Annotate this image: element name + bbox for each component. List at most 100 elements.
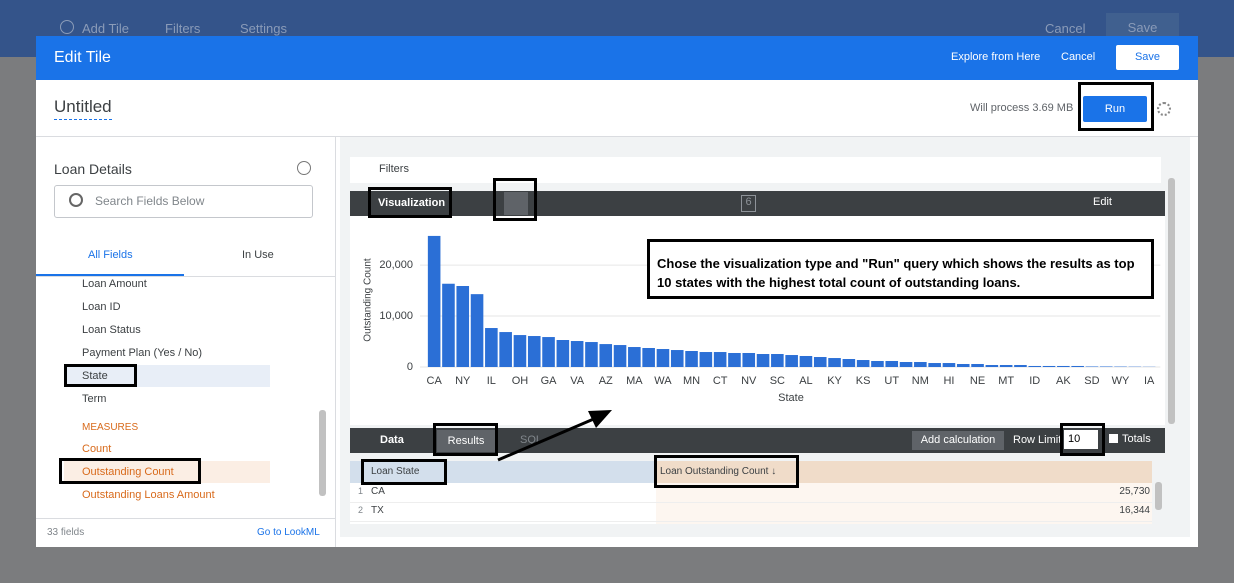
tab[interactable]: In Use [242, 249, 274, 261]
bar [656, 349, 670, 367]
bar [685, 351, 698, 367]
bar [470, 294, 484, 367]
viz-selected[interactable] [504, 192, 528, 215]
filters-row [350, 157, 1161, 183]
filters[interactable]: Filters [165, 21, 201, 36]
y-tick-label: 10,000 [379, 310, 413, 322]
column-bg [656, 483, 1152, 524]
field[interactable]: Outstanding Count [82, 466, 174, 478]
bar [599, 344, 613, 367]
icon [60, 20, 74, 34]
x-tick-label: KS [856, 375, 871, 387]
bar [842, 359, 856, 367]
bar [570, 341, 584, 367]
bar [999, 365, 1013, 367]
process-size: Will process 3.69 MB [970, 102, 1074, 114]
scrollbar [1155, 482, 1162, 510]
field[interactable]: Payment Plan (Yes / No) [82, 347, 203, 359]
bar [828, 358, 841, 367]
add-calculation[interactable]: Add calculation [912, 431, 1004, 450]
x-tick-label: MA [626, 375, 643, 387]
column-title[interactable]: Loan Outstanding Count ↓ [660, 466, 777, 477]
bar [914, 362, 927, 367]
viz-label[interactable]: Visualization [378, 197, 446, 209]
save-button[interactable]: Save [1116, 45, 1179, 70]
cell: 25,730 [1119, 486, 1150, 497]
bar [1028, 365, 1042, 367]
bar [556, 340, 570, 367]
measures-label: MEASURES [82, 422, 139, 433]
bar [527, 336, 541, 367]
field[interactable]: State [82, 370, 108, 382]
bar [771, 354, 784, 367]
bar [785, 355, 798, 367]
collapse[interactable] [297, 161, 311, 175]
x-tick-label: NY [455, 375, 471, 387]
settings[interactable]: Settings [240, 21, 287, 36]
column-title[interactable]: Loan State [371, 466, 420, 477]
bar [1057, 365, 1070, 367]
x-tick-label: IL [487, 375, 496, 387]
annotation: Chose the visualization type and "Run" q… [647, 239, 1154, 299]
bar [613, 345, 627, 367]
tab[interactable]: All Fields [88, 249, 133, 261]
row-line [350, 521, 1152, 522]
lookml-link[interactable]: Go to LookML [257, 527, 320, 538]
bar [699, 352, 713, 367]
row-limit-input[interactable]: 10 [1064, 430, 1098, 449]
bar [871, 360, 884, 367]
tile-name[interactable]: Untitled [54, 97, 112, 120]
explore-link[interactable]: Explore from Here [951, 51, 1041, 63]
bar [427, 235, 441, 367]
viz-more[interactable]: 6 [741, 195, 756, 212]
viz-bar [350, 191, 1165, 216]
modal-title: Edit Tile [54, 49, 111, 66]
x-tick-label: AL [799, 375, 812, 387]
x-tick-label: UT [884, 375, 899, 387]
divider [36, 518, 335, 519]
filters-label[interactable]: Filters [379, 163, 409, 175]
bar [899, 362, 913, 367]
scrollbar [1168, 178, 1175, 424]
cancel-button[interactable]: Cancel [1061, 51, 1096, 63]
x-tick-label: WA [654, 375, 672, 387]
selected-row [64, 461, 270, 483]
column-header [656, 461, 1152, 483]
totals-checkbox[interactable] [1109, 434, 1118, 443]
x-tick-label: WY [1112, 375, 1130, 387]
x-tick-label: SC [770, 375, 785, 387]
field[interactable]: Loan Amount [82, 278, 147, 290]
bar [485, 328, 498, 367]
bar [1099, 366, 1113, 367]
gear[interactable] [1157, 102, 1171, 116]
totals-label: Totals [1122, 433, 1151, 445]
highlight-box [493, 178, 537, 221]
bar [499, 332, 512, 367]
run-button[interactable]: Run [1083, 96, 1147, 122]
search-box[interactable] [54, 185, 313, 218]
bar [1042, 365, 1056, 367]
field[interactable]: Term [82, 393, 107, 405]
bar [856, 360, 870, 367]
bar [713, 352, 727, 367]
field[interactable]: Outstanding Loans Amount [82, 489, 215, 501]
highlight-box [1078, 82, 1154, 131]
field[interactable]: Count [82, 443, 112, 455]
bar [513, 335, 527, 367]
bar [642, 347, 655, 367]
field[interactable]: Loan Status [82, 324, 141, 336]
data-label[interactable]: Data [380, 434, 404, 446]
cell: CA [371, 486, 385, 497]
scrollbar [319, 410, 326, 496]
viz-edit[interactable]: Edit [1093, 196, 1112, 208]
cancel[interactable]: Cancel [1045, 21, 1086, 36]
row-index: 2 [358, 505, 364, 515]
bar [885, 360, 899, 367]
results-tab[interactable]: Results [437, 430, 495, 452]
add-tile[interactable]: Add Tile [82, 21, 129, 36]
x-tick-label: OH [512, 375, 529, 387]
x-tick-label: KY [827, 375, 842, 387]
highlight-box [59, 458, 201, 484]
field[interactable]: Loan ID [82, 301, 121, 313]
